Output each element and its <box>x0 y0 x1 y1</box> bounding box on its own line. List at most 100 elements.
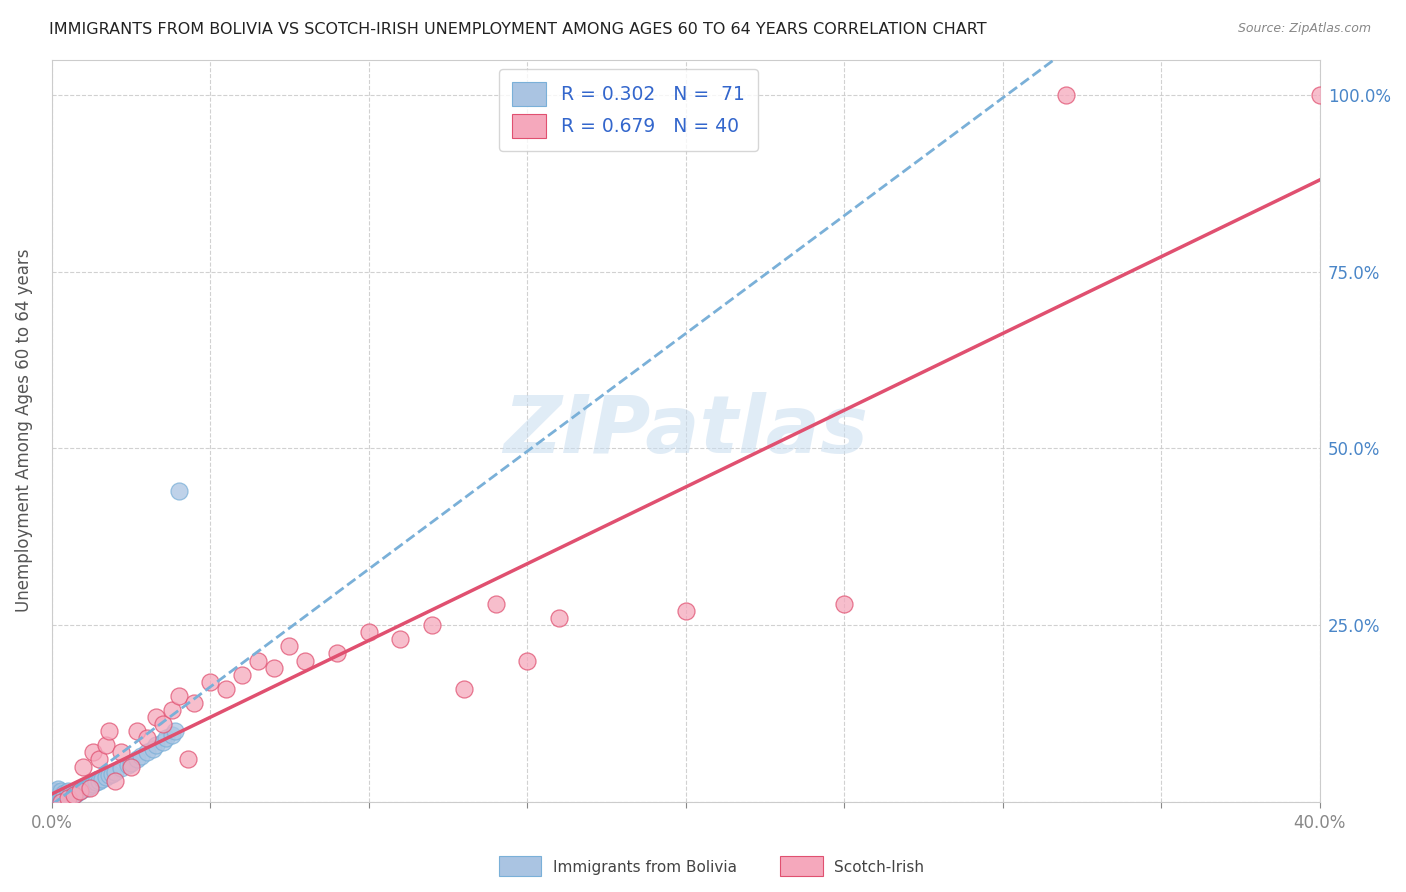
Point <box>51 790 73 805</box>
Point <box>41 789 63 804</box>
Point <box>82 746 104 760</box>
Point <box>200 674 222 689</box>
Point <box>152 717 174 731</box>
Point <box>76 780 98 795</box>
Point <box>97 768 120 782</box>
Point <box>832 597 855 611</box>
Point <box>53 791 76 805</box>
Point <box>44 793 66 807</box>
Point <box>127 752 149 766</box>
Point <box>44 792 66 806</box>
Text: ZIPatlas: ZIPatlas <box>503 392 869 470</box>
Point <box>44 791 66 805</box>
Point <box>41 794 63 808</box>
Point <box>59 789 82 804</box>
Text: IMMIGRANTS FROM BOLIVIA VS SCOTCH-IRISH UNEMPLOYMENT AMONG AGES 60 TO 64 YEARS C: IMMIGRANTS FROM BOLIVIA VS SCOTCH-IRISH … <box>49 22 987 37</box>
Point <box>177 752 200 766</box>
Point <box>484 597 506 611</box>
Point <box>53 789 76 804</box>
Point <box>357 625 380 640</box>
Point <box>44 788 66 802</box>
Point <box>72 759 94 773</box>
Point <box>46 792 69 806</box>
Point <box>89 773 111 788</box>
Legend: R = 0.302   N =  71, R = 0.679   N = 40: R = 0.302 N = 71, R = 0.679 N = 40 <box>499 69 758 151</box>
Point <box>63 788 86 802</box>
Point <box>145 710 167 724</box>
Point <box>165 724 187 739</box>
Point <box>117 758 139 772</box>
Point <box>231 667 253 681</box>
Text: Source: ZipAtlas.com: Source: ZipAtlas.com <box>1237 22 1371 36</box>
Point <box>84 775 107 789</box>
Point <box>69 784 91 798</box>
Point <box>152 735 174 749</box>
Point <box>63 788 86 802</box>
Point <box>160 728 183 742</box>
Point <box>167 689 190 703</box>
Point <box>145 739 167 753</box>
Point <box>46 793 69 807</box>
Point <box>44 790 66 805</box>
Point <box>94 739 117 753</box>
Point <box>44 789 66 804</box>
Point <box>53 786 76 800</box>
Point <box>263 660 285 674</box>
Point <box>44 789 66 804</box>
Point <box>1054 87 1077 102</box>
Point <box>44 795 66 809</box>
Point <box>44 794 66 808</box>
Point <box>94 770 117 784</box>
Point <box>79 780 101 795</box>
Point <box>101 766 124 780</box>
Point <box>91 772 114 786</box>
Point <box>453 681 475 696</box>
Point <box>41 790 63 805</box>
Point <box>44 786 66 800</box>
Point <box>110 761 132 775</box>
Point <box>160 703 183 717</box>
Point <box>59 786 82 800</box>
Point <box>69 784 91 798</box>
Point <box>41 795 63 809</box>
Point <box>56 784 79 798</box>
Point <box>41 791 63 805</box>
Point <box>72 782 94 797</box>
Point <box>46 782 69 797</box>
Point <box>51 792 73 806</box>
Point <box>548 611 571 625</box>
Point <box>135 746 157 760</box>
Point <box>46 789 69 804</box>
Y-axis label: Unemployment Among Ages 60 to 64 years: Unemployment Among Ages 60 to 64 years <box>15 249 32 613</box>
Point <box>51 795 73 809</box>
Text: Scotch-Irish: Scotch-Irish <box>834 860 924 874</box>
Point <box>675 604 697 618</box>
Point <box>104 773 127 788</box>
Point <box>1309 87 1331 102</box>
Point <box>51 784 73 798</box>
Point <box>142 742 165 756</box>
Point <box>44 784 66 798</box>
Point <box>389 632 412 647</box>
Text: Immigrants from Bolivia: Immigrants from Bolivia <box>553 860 737 874</box>
Point <box>41 793 63 807</box>
Point <box>41 792 63 806</box>
Point <box>155 731 177 746</box>
Point <box>41 789 63 804</box>
Point <box>41 793 63 807</box>
Point <box>41 795 63 809</box>
Point <box>167 483 190 498</box>
Point <box>41 794 63 808</box>
Point <box>97 724 120 739</box>
Point <box>183 696 205 710</box>
Point <box>110 746 132 760</box>
Point <box>56 791 79 805</box>
Point <box>56 790 79 805</box>
Point <box>127 724 149 739</box>
Point <box>326 647 349 661</box>
Point <box>129 748 152 763</box>
Point <box>294 653 316 667</box>
Point <box>46 786 69 800</box>
Point <box>79 780 101 794</box>
Point <box>278 640 301 654</box>
